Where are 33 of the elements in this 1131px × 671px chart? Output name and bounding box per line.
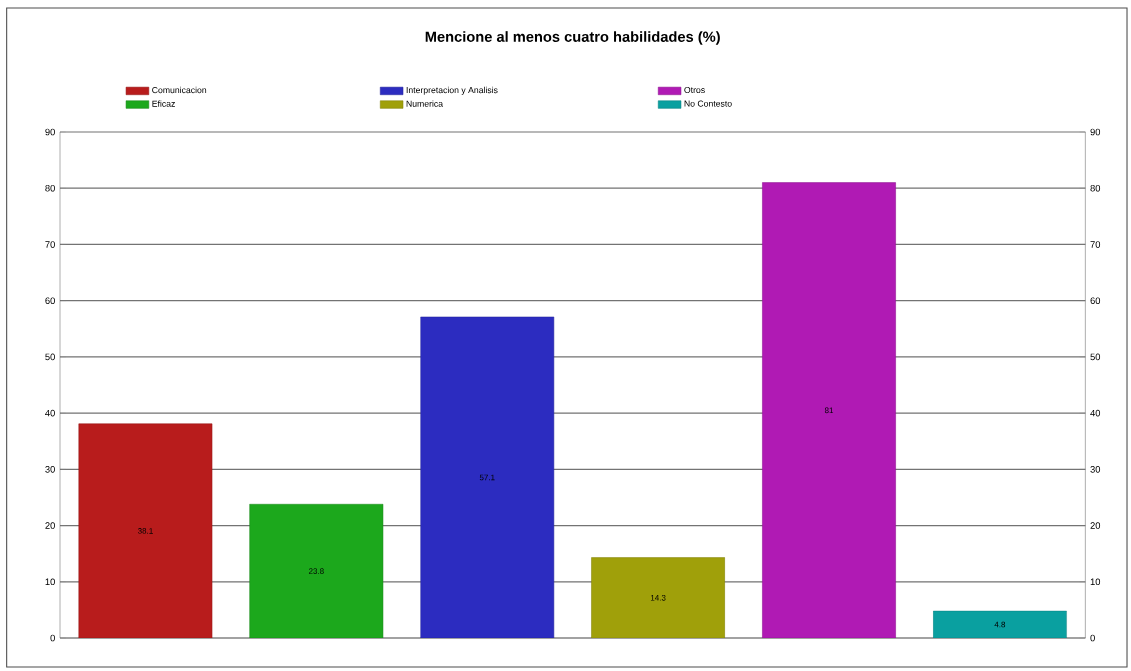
y2-tick-label: 60 — [1090, 297, 1101, 304]
y-tick-label: 30 — [45, 466, 55, 473]
data-label: 81 — [824, 407, 834, 414]
legend-label: Interpretacion y Analisis — [406, 86, 498, 95]
y-tick-label: 40 — [45, 409, 55, 417]
y2-tick-label: 10 — [1090, 578, 1101, 586]
y-tick-label: 0 — [50, 634, 55, 642]
data-label: 4.8 — [994, 621, 1006, 628]
y-tick-label: 10 — [45, 578, 55, 586]
y2-tick-label: 20 — [1090, 522, 1101, 529]
y-tick-label: 70 — [45, 241, 55, 248]
y2-tick-label: 50 — [1090, 353, 1101, 361]
y-tick-label: 20 — [45, 522, 55, 529]
y2-tick-label: 40 — [1090, 409, 1101, 417]
y2-tick-label: 80 — [1090, 184, 1101, 192]
data-label: 57.1 — [479, 474, 495, 481]
chart-title: Mencione al menos cuatro habilidades (%) — [425, 31, 720, 45]
y2-tick-label: 0 — [1090, 634, 1095, 642]
legend-label: No Contesto — [684, 100, 732, 107]
y-tick-label: 90 — [45, 128, 55, 136]
legend-label: Comunicacion — [152, 86, 207, 94]
y-tick-label: 80 — [45, 184, 55, 192]
data-label: 23.8 — [308, 568, 324, 574]
data-label: 38.1 — [137, 528, 153, 534]
y2-tick-label: 70 — [1090, 241, 1101, 248]
y2-tick-label: 30 — [1090, 466, 1101, 473]
data-label: 14.3 — [650, 594, 666, 601]
y2-tick-label: 90 — [1090, 128, 1101, 136]
legend-label: Eficaz — [152, 100, 175, 107]
y-tick-label: 50 — [45, 353, 55, 361]
legend-label: Otros — [684, 86, 705, 94]
y-tick-label: 60 — [45, 297, 55, 304]
legend-label: Numerica — [406, 100, 444, 107]
